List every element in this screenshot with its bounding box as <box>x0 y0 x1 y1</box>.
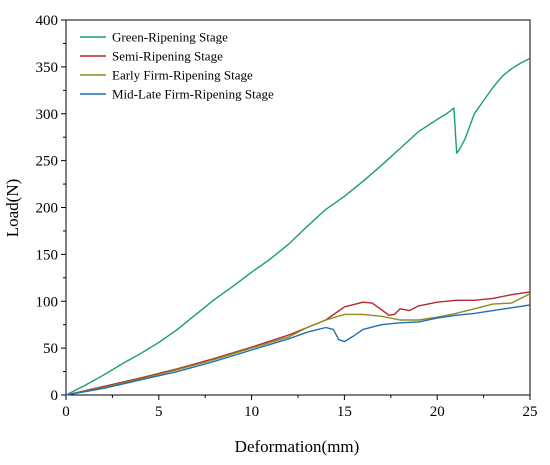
series-layer <box>65 57 531 396</box>
y-tick-label: 250 <box>36 154 59 170</box>
series-line-3 <box>65 304 531 396</box>
y-tick-label: 300 <box>36 107 59 123</box>
x-tick-label: 10 <box>244 404 259 420</box>
x-tick-label: 20 <box>430 404 445 420</box>
series-line-2 <box>65 293 531 396</box>
y-tick-label: 0 <box>51 388 59 404</box>
x-tick-label: 0 <box>62 404 70 420</box>
x-axis-label: Deformation(mm) <box>235 437 360 456</box>
x-tick-label: 15 <box>337 404 352 420</box>
x-tick-label: 5 <box>155 404 163 420</box>
series-line-1 <box>65 291 531 396</box>
y-axis-label: Load(N) <box>3 179 22 238</box>
legend-label-0: Green-Ripening Stage <box>112 30 228 45</box>
series-line-0 <box>65 57 531 396</box>
legend-label-2: Early Firm-Ripening Stage <box>112 68 253 83</box>
y-tick-label: 400 <box>36 13 59 29</box>
legend: Green-Ripening Stage Semi-Ripening Stage E… <box>80 30 274 102</box>
y-tick-label: 200 <box>36 201 59 217</box>
y-tick-label: 50 <box>43 341 58 357</box>
legend-label-1: Semi-Ripening Stage <box>112 49 223 64</box>
x-tick-label: 25 <box>523 404 538 420</box>
legend-label-3: Mid-Late Firm-Ripening Stage <box>112 87 274 102</box>
y-tick-label: 350 <box>36 60 59 76</box>
y-tick-label: 100 <box>36 294 59 310</box>
y-tick-label: 150 <box>36 247 59 263</box>
